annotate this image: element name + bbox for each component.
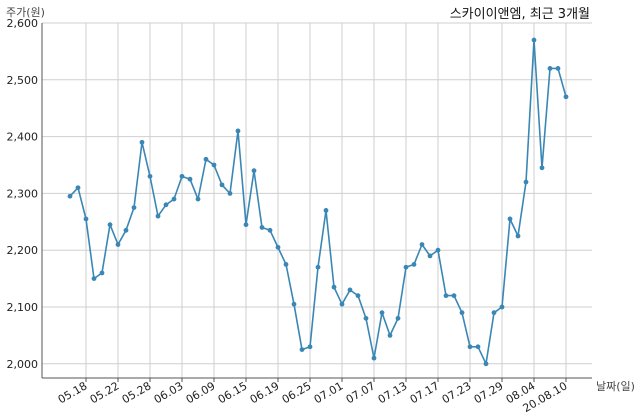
data-point xyxy=(531,37,537,43)
data-point xyxy=(467,344,473,350)
data-point xyxy=(475,344,481,350)
data-point xyxy=(427,253,433,259)
data-point xyxy=(211,162,217,168)
data-point xyxy=(315,264,321,270)
data-point xyxy=(491,310,497,316)
data-point xyxy=(187,176,193,182)
y-tick-label: 2,000 xyxy=(7,358,39,371)
data-point xyxy=(387,333,393,338)
data-point xyxy=(91,276,97,281)
data-point xyxy=(323,208,329,213)
data-point xyxy=(459,310,465,316)
x-tick-label: 07.17 xyxy=(408,379,442,406)
data-point xyxy=(363,315,369,321)
x-tick-label: 07.07 xyxy=(344,379,378,406)
chart-title: 스카이이앤엠, 최근 3개월 xyxy=(450,7,590,22)
data-point xyxy=(115,242,121,247)
data-point xyxy=(67,193,73,199)
data-point xyxy=(403,264,409,270)
data-point xyxy=(499,304,505,310)
x-tick-label: 07.01 xyxy=(312,379,346,406)
data-point xyxy=(243,222,249,228)
data-point xyxy=(379,310,385,316)
data-point xyxy=(179,173,185,179)
data-point xyxy=(171,196,177,202)
x-tick-label: 06.19 xyxy=(248,379,282,406)
data-point xyxy=(259,225,265,230)
data-point xyxy=(251,168,257,174)
data-point xyxy=(539,165,545,171)
chart-axes xyxy=(41,23,592,379)
x-tick-label: 06.09 xyxy=(184,379,218,406)
data-point xyxy=(275,244,281,250)
data-point xyxy=(283,262,289,267)
data-point xyxy=(347,287,353,293)
data-point xyxy=(267,227,273,233)
y-tick-label: 2,600 xyxy=(7,17,39,30)
data-point xyxy=(515,233,521,239)
data-point xyxy=(195,196,201,202)
grid-lines xyxy=(42,22,592,378)
data-point xyxy=(147,173,153,179)
data-point xyxy=(339,301,345,307)
data-point xyxy=(75,185,81,191)
price-line xyxy=(69,39,567,365)
data-point xyxy=(483,361,489,367)
price-series xyxy=(67,37,569,367)
x-axis-title: 날짜(일) xyxy=(596,379,635,393)
data-point xyxy=(99,270,105,276)
y-tick-label: 2,200 xyxy=(7,244,39,257)
x-tick-label: 06.25 xyxy=(280,379,314,406)
data-point xyxy=(523,179,529,185)
x-tick-label: 05.28 xyxy=(120,379,154,406)
data-point xyxy=(355,293,361,299)
data-point xyxy=(83,216,89,222)
data-point xyxy=(235,128,241,134)
data-point xyxy=(227,191,233,196)
data-point xyxy=(563,94,569,100)
data-point xyxy=(107,222,113,228)
x-tick-label: 05.22 xyxy=(88,379,122,406)
x-tick-label: 06.15 xyxy=(216,379,250,406)
x-tick-label: 07.23 xyxy=(440,379,474,406)
data-point xyxy=(131,205,137,211)
data-point xyxy=(411,262,417,267)
data-point xyxy=(299,347,305,352)
data-point xyxy=(307,344,313,350)
y-axis-ticks: 2,000 2,100 2,200 2,300 2,400 2,500 2,600 xyxy=(7,17,39,371)
x-tick-label: 06.03 xyxy=(152,379,186,406)
y-tick-label: 2,300 xyxy=(7,187,39,200)
data-point xyxy=(139,139,145,145)
x-tick-label: 07.29 xyxy=(472,379,506,406)
data-point xyxy=(163,202,169,208)
data-point xyxy=(371,355,377,361)
data-point xyxy=(219,182,225,188)
data-point xyxy=(291,301,297,307)
data-point xyxy=(331,284,337,290)
y-axis-title: 주가(원) xyxy=(6,6,45,19)
data-point xyxy=(123,227,129,233)
data-point xyxy=(435,247,441,253)
data-point xyxy=(419,242,425,247)
y-tick-label: 2,500 xyxy=(7,74,39,87)
y-tick-label: 2,100 xyxy=(7,301,39,314)
x-tick-label: 05.18 xyxy=(56,379,90,406)
x-tick-label: 07.13 xyxy=(376,379,410,406)
y-tick-label: 2,400 xyxy=(7,131,39,144)
data-point xyxy=(443,293,449,299)
data-point xyxy=(203,156,209,162)
data-point xyxy=(155,213,161,219)
x-axis-ticks: 05.1805.2205.2806.0306.0906.1506.1906.25… xyxy=(56,378,570,415)
data-point xyxy=(555,66,561,71)
data-point xyxy=(547,66,553,71)
data-point xyxy=(507,216,513,222)
data-point xyxy=(395,315,401,321)
data-point xyxy=(451,293,457,299)
